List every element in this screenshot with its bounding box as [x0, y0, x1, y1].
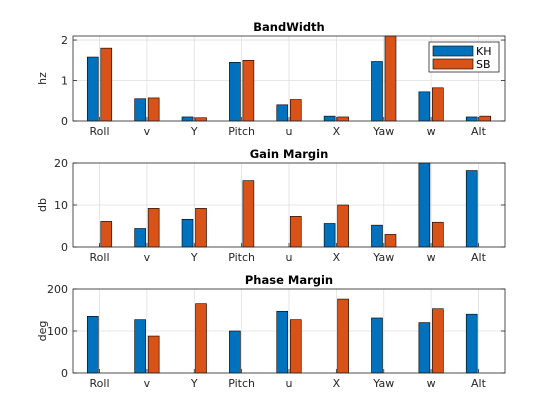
chart-title: Phase Margin	[245, 273, 333, 287]
bar-sb-w	[432, 308, 444, 374]
x-tick-label-alt: Alt	[471, 125, 487, 138]
bar-sb-w	[432, 87, 444, 122]
bar-kh-u	[276, 104, 289, 122]
x-tick-label-w: w	[427, 125, 436, 138]
bar-sb-pitch	[242, 59, 255, 122]
legend-label-sb: SB	[476, 58, 491, 71]
bar-sb-v	[147, 97, 160, 122]
x-tick-label-v: v	[144, 377, 151, 390]
y-tick-label: 0	[61, 115, 68, 128]
bar-kh-pitch	[229, 62, 241, 122]
bar-sb-roll	[100, 221, 113, 248]
bar-sb-y	[195, 303, 207, 374]
bar-kh-pitch	[229, 330, 241, 374]
bar-sb-x	[337, 116, 349, 122]
y-tick-label: 0	[61, 367, 68, 380]
bar-sb-u	[289, 99, 302, 122]
x-tick-label-v: v	[144, 125, 151, 138]
bar-kh-roll	[86, 56, 99, 122]
chart-title: BandWidth	[253, 20, 325, 34]
x-tick-label-alt: Alt	[471, 251, 487, 264]
bar-kh-alt	[465, 313, 478, 374]
x-tick-label-w: w	[427, 377, 436, 390]
chart-title: Gain Margin	[250, 147, 329, 161]
bar-sb-v	[147, 335, 160, 374]
bar-kh-w	[418, 91, 431, 122]
bar-sb-u	[289, 216, 302, 248]
bar-kh-v	[134, 228, 146, 248]
bar-sb-x	[337, 298, 349, 374]
chart-panel-phase-margin: 0 100 200 Roll v Y Pitch u X Yaw w Alt Phase Margin d…	[36, 273, 506, 390]
x-tick-label-pitch: Pitch	[228, 251, 255, 264]
x-tick-label-pitch: Pitch	[228, 125, 255, 138]
y-tick-label: 200	[47, 283, 68, 296]
bar-sb-x	[337, 204, 349, 248]
x-tick-label-x: X	[333, 251, 341, 264]
bar-kh-alt	[465, 170, 478, 248]
bar-sb-w	[432, 221, 444, 248]
x-tick-label-yaw: Yaw	[372, 377, 394, 390]
y-axis-label: hz	[36, 72, 49, 85]
x-tick-label-pitch: Pitch	[228, 377, 255, 390]
bar-sb-yaw	[384, 35, 397, 122]
y-tick-label: 100	[47, 325, 68, 338]
bar-sb-alt	[479, 115, 492, 122]
bar-kh-x	[323, 223, 336, 248]
bar-kh-yaw	[371, 224, 383, 248]
y-tick-label: 0	[61, 241, 68, 254]
y-tick-label: 10	[54, 199, 68, 212]
x-tick-label-x: X	[333, 125, 341, 138]
x-tick-label-y: Y	[190, 377, 198, 390]
x-tick-label-y: Y	[190, 251, 198, 264]
y-axis-label: db	[36, 198, 49, 212]
y-tick-label: 2	[61, 34, 68, 47]
bar-kh-w	[418, 322, 431, 374]
x-tick-label-alt: Alt	[471, 377, 487, 390]
bar-sb-roll	[100, 47, 113, 122]
bar-kh-x	[323, 115, 336, 122]
legend-swatch-kh	[432, 45, 474, 57]
x-tick-label-roll: Roll	[90, 251, 110, 264]
legend-swatch-sb	[432, 58, 474, 70]
bar-sb-yaw	[384, 234, 397, 248]
bar-kh-yaw	[371, 61, 383, 122]
x-tick-label-w: w	[427, 251, 436, 264]
bar-kh-v	[134, 319, 146, 374]
chart-panel-gain-margin: 0 10 20 Roll v Y Pitch u X Yaw w Alt Gain Margin db	[36, 147, 506, 264]
x-tick-label-yaw: Yaw	[372, 251, 394, 264]
x-tick-label-v: v	[144, 251, 151, 264]
legend-label-kh: KH	[476, 45, 492, 58]
bar-kh-v	[134, 98, 146, 122]
bar-sb-pitch	[242, 180, 255, 248]
bar-sb-u	[289, 319, 302, 374]
bar-kh-y	[181, 116, 194, 122]
x-tick-label-y: Y	[190, 125, 198, 138]
x-tick-label-roll: Roll	[90, 125, 110, 138]
bar-kh-y	[181, 218, 194, 248]
y-tick-label: 20	[54, 157, 68, 170]
x-tick-label-yaw: Yaw	[372, 125, 394, 138]
bar-kh-u	[276, 310, 289, 374]
x-tick-label-roll: Roll	[90, 377, 110, 390]
bar-sb-v	[147, 208, 160, 248]
y-axis-label: deg	[36, 321, 49, 342]
x-tick-label-u: u	[286, 125, 293, 138]
bar-sb-y	[195, 208, 207, 248]
x-tick-label-u: u	[286, 377, 293, 390]
bar-kh-alt	[465, 116, 478, 122]
bar-kh-w	[418, 162, 431, 248]
y-tick-label: 1	[61, 75, 68, 88]
bar-sb-y	[195, 117, 207, 122]
x-tick-label-x: X	[333, 377, 341, 390]
bar-kh-roll	[86, 315, 99, 374]
x-tick-label-u: u	[286, 251, 293, 264]
bar-kh-yaw	[371, 317, 383, 374]
